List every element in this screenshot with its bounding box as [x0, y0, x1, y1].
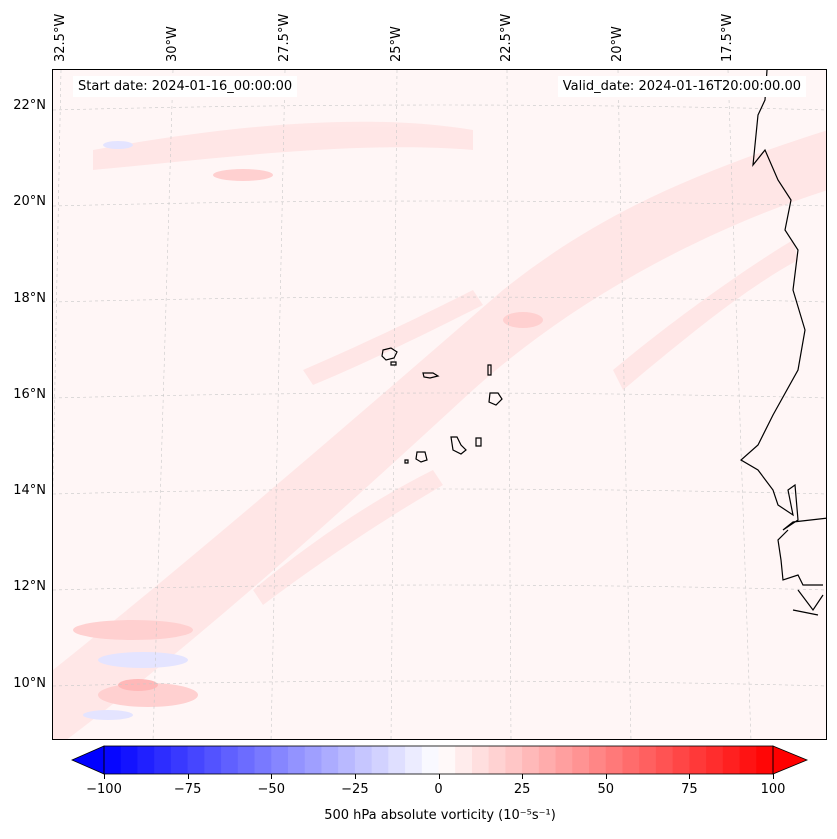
colorbar-label: 500 hPa absolute vorticity (10⁻⁵s⁻¹): [324, 808, 556, 823]
colorbar-step: [605, 746, 623, 774]
colorbar-tick-label: 100: [760, 782, 786, 797]
colorbar-step: [170, 746, 189, 774]
colorbar-tick-mark: [104, 774, 105, 779]
lat-label: 16°N: [13, 387, 46, 402]
colorbar-step: [104, 746, 122, 774]
colorbar-tick-mark: [689, 774, 691, 779]
colorbar-step: [237, 746, 256, 774]
colorbar-step: [538, 746, 557, 774]
start-date-label: Start date: 2024-01-16_00:00:00: [73, 76, 298, 97]
colorbar-step: [438, 746, 456, 774]
colorbar-bar: [71, 745, 809, 775]
colorbar-tick-mark: [522, 774, 524, 779]
colorbar-tick-label: 50: [597, 782, 615, 797]
lat-label: 12°N: [13, 579, 46, 594]
colorbar-tick-label: −25: [341, 782, 369, 797]
colorbar-step: [706, 746, 724, 774]
lat-label: 18°N: [13, 291, 46, 306]
lon-label: 22.5°W: [499, 13, 514, 62]
colorbar-step: [354, 746, 373, 774]
lon-label: 25°W: [389, 26, 404, 62]
coastline: [381, 70, 826, 616]
colorbar-step: [622, 746, 640, 774]
colorbar-step: [120, 746, 138, 774]
lat-label: 22°N: [13, 98, 46, 113]
colorbar-step: [204, 746, 222, 774]
colorbar-tick-mark: [271, 774, 273, 779]
colorbar-tick-mark: [438, 774, 440, 779]
lon-label: 32.5°W: [53, 13, 68, 62]
colorbar-max-extend: [772, 745, 809, 775]
lon-label: 20°W: [610, 26, 625, 62]
colorbar-tick-label: 25: [513, 782, 531, 797]
colorbar-step: [338, 746, 356, 774]
colorbar-step: [488, 746, 506, 774]
colorbar-step: [522, 746, 540, 774]
colorbar-step: [371, 746, 389, 774]
colorbar-step: [505, 746, 523, 774]
colorbar-step: [689, 746, 707, 774]
colorbar-tick-mark: [187, 774, 189, 779]
colorbar-step: [304, 746, 322, 774]
colorbar-step: [137, 746, 155, 774]
colorbar-step: [589, 746, 607, 774]
colorbar-step: [287, 746, 306, 774]
colorbar-tick-mark: [773, 774, 774, 779]
colorbar-step: [756, 746, 774, 774]
colorbar-step: [722, 746, 741, 774]
colorbar-tick-label: −100: [86, 782, 122, 797]
lon-label: 30°W: [165, 26, 180, 62]
lat-label: 14°N: [13, 483, 46, 498]
colorbar-tick-label: 0: [434, 782, 443, 797]
colorbar-tick-mark: [354, 774, 356, 779]
colorbar-step: [572, 746, 590, 774]
colorbar-tick-label: 75: [681, 782, 698, 797]
colorbar-step: [187, 746, 205, 774]
colorbar-step: [672, 746, 690, 774]
lon-label: 27.5°W: [277, 13, 292, 62]
colorbar-step: [421, 746, 439, 774]
colorbar-step: [555, 746, 573, 774]
colorbar-step: [639, 746, 657, 774]
lat-label: 20°N: [13, 194, 46, 209]
colorbar-step: [221, 746, 239, 774]
colorbar-tick-label: −50: [257, 782, 285, 797]
colorbar-step: [154, 746, 172, 774]
lon-label: 17.5°W: [720, 13, 735, 62]
colorbar-step: [655, 746, 674, 774]
vorticity-field: [53, 70, 826, 739]
colorbar-step: [405, 746, 423, 774]
colorbar-tick-mark: [605, 774, 607, 779]
colorbar-tick-label: −75: [173, 782, 202, 797]
colorbar-step: [271, 746, 289, 774]
valid-date-label: Valid_date: 2024-01-16T20:00:00.00: [557, 76, 806, 97]
colorbar-step: [471, 746, 490, 774]
colorbar-step: [388, 746, 406, 774]
colorbar-step: [739, 746, 757, 774]
colorbar-step: [254, 746, 272, 774]
colorbar-step: [321, 746, 339, 774]
colorbar-step: [455, 746, 473, 774]
map-plot-area[interactable]: Start date: 2024-01-16_00:00:00 Valid_da…: [52, 69, 827, 740]
lat-label: 10°N: [13, 676, 46, 691]
colorbar: −100 −75 −50 −25 0 25 50 75 100 500 hPa absolute…: [0, 740, 837, 839]
colorbar-min-extend: [71, 745, 105, 775]
